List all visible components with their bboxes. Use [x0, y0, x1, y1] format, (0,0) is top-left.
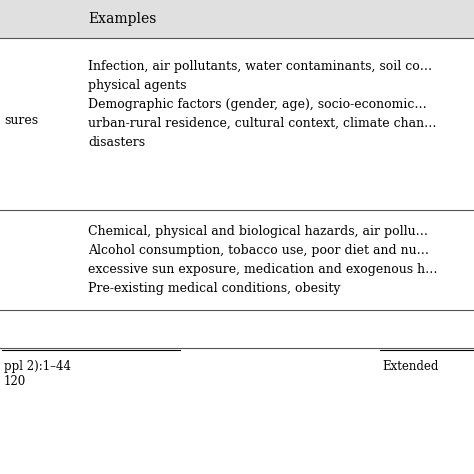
Text: excessive sun exposure, medication and exogenous h…: excessive sun exposure, medication and e… — [88, 263, 438, 276]
Text: 120: 120 — [4, 375, 26, 388]
Text: Infection, air pollutants, water contaminants, soil co…: Infection, air pollutants, water contami… — [88, 60, 432, 73]
Bar — [0, 0, 474, 38]
Text: disasters: disasters — [88, 136, 145, 149]
Text: physical agents: physical agents — [88, 79, 186, 92]
Text: ppl 2):1–44: ppl 2):1–44 — [4, 360, 71, 373]
Text: Alcohol consumption, tobacco use, poor diet and nu…: Alcohol consumption, tobacco use, poor d… — [88, 244, 429, 257]
Text: Pre-existing medical conditions, obesity: Pre-existing medical conditions, obesity — [88, 282, 340, 295]
Text: urban-rural residence, cultural context, climate chan…: urban-rural residence, cultural context,… — [88, 117, 437, 130]
Text: Examples: Examples — [88, 12, 156, 26]
Text: Chemical, physical and biological hazards, air pollu…: Chemical, physical and biological hazard… — [88, 225, 428, 238]
Text: Demographic factors (gender, age), socio-economic…: Demographic factors (gender, age), socio… — [88, 98, 427, 111]
Text: Extended: Extended — [382, 360, 438, 373]
Text: sures: sures — [4, 113, 38, 127]
